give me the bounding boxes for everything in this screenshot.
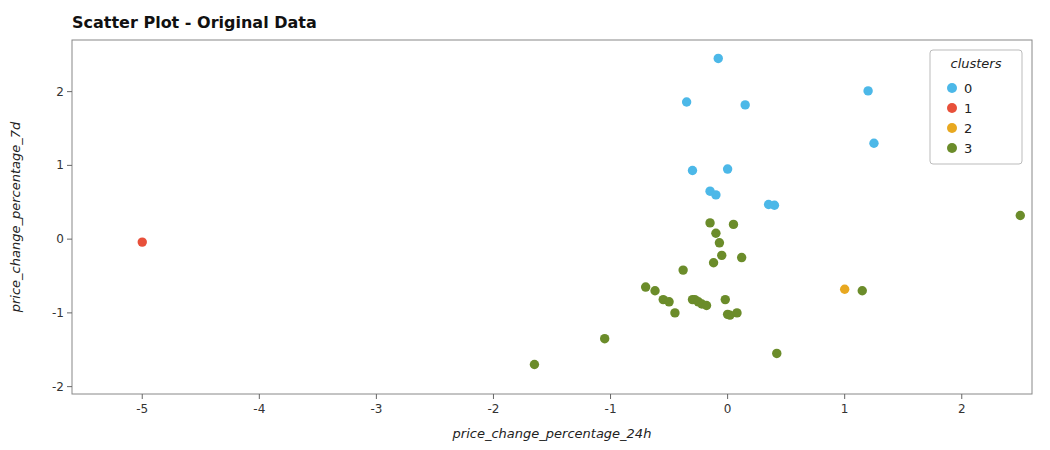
- point: [702, 301, 711, 310]
- chart-title: Scatter Plot - Original Data: [72, 13, 317, 32]
- legend-label: 1: [964, 101, 972, 116]
- x-tick-label: 1: [841, 402, 849, 416]
- point: [858, 286, 867, 295]
- point: [711, 190, 720, 199]
- series: [530, 211, 1025, 369]
- point: [723, 164, 732, 173]
- x-tick: [376, 394, 377, 399]
- y-tick: [67, 239, 72, 240]
- y-tick-label: 2: [56, 85, 64, 99]
- point: [705, 218, 714, 227]
- y-tick-label: 1: [56, 158, 64, 172]
- legend-marker: [947, 83, 957, 93]
- x-tick-label: -5: [136, 402, 148, 416]
- legend-box: [930, 50, 1022, 164]
- point: [709, 258, 718, 267]
- point: [772, 349, 781, 358]
- x-tick-label: -1: [605, 402, 617, 416]
- x-tick-label: 2: [958, 402, 966, 416]
- y-tick-label: -1: [52, 306, 64, 320]
- point: [714, 54, 723, 63]
- x-axis: -5 -4 -3 -2 -1 0 1 2: [136, 394, 965, 416]
- point: [138, 237, 147, 246]
- x-tick: [844, 394, 845, 399]
- y-tick: [67, 165, 72, 166]
- point: [664, 297, 673, 306]
- legend-label: 3: [964, 141, 972, 156]
- point: [729, 220, 738, 229]
- x-tick-label: -3: [370, 402, 382, 416]
- point: [682, 97, 691, 106]
- x-tick: [493, 394, 494, 399]
- points: [138, 54, 1025, 369]
- y-tick-label: -2: [52, 380, 64, 394]
- x-tick: [610, 394, 611, 399]
- x-tick: [259, 394, 260, 399]
- y-tick: [67, 312, 72, 313]
- legend-label: 2: [964, 121, 972, 136]
- point: [740, 100, 749, 109]
- legend-label: 0: [964, 81, 972, 96]
- x-axis-label: price_change_percentage_24h: [452, 426, 652, 441]
- point: [770, 201, 779, 210]
- y-axis-label: price_change_percentage_7d: [8, 121, 23, 313]
- point: [530, 360, 539, 369]
- point: [678, 265, 687, 274]
- x-tick-label: 0: [724, 402, 732, 416]
- plot-frame: [72, 40, 1032, 394]
- point: [717, 251, 726, 260]
- series: [840, 285, 849, 294]
- point: [1016, 211, 1025, 220]
- point: [641, 282, 650, 291]
- legend-marker: [947, 123, 957, 133]
- point: [732, 308, 741, 317]
- x-tick: [142, 394, 143, 399]
- point: [688, 166, 697, 175]
- point: [863, 86, 872, 95]
- point: [650, 286, 659, 295]
- y-tick: [67, 91, 72, 92]
- point: [840, 285, 849, 294]
- series: [682, 54, 879, 210]
- point: [737, 253, 746, 262]
- x-tick: [961, 394, 962, 399]
- x-tick-label: -4: [253, 402, 265, 416]
- legend-marker: [947, 103, 957, 113]
- y-tick-label: 0: [56, 232, 64, 246]
- series: [138, 237, 147, 246]
- y-axis: -2 -1 0 1 2: [52, 85, 72, 394]
- point: [711, 229, 720, 238]
- y-tick: [67, 386, 72, 387]
- point: [670, 308, 679, 317]
- point: [869, 139, 878, 148]
- legend-title: clusters: [951, 56, 1002, 71]
- x-tick-label: -2: [487, 402, 499, 416]
- x-tick: [727, 394, 728, 399]
- point: [715, 238, 724, 247]
- chart: -5 -4 -3 -2 -1 0 1 2 -2 -1 0 1 2 price_change_percent…: [0, 0, 1050, 450]
- legend-marker: [947, 143, 957, 153]
- point: [721, 295, 730, 304]
- legend: clusters 0 1 2 3: [930, 50, 1022, 164]
- point: [600, 334, 609, 343]
